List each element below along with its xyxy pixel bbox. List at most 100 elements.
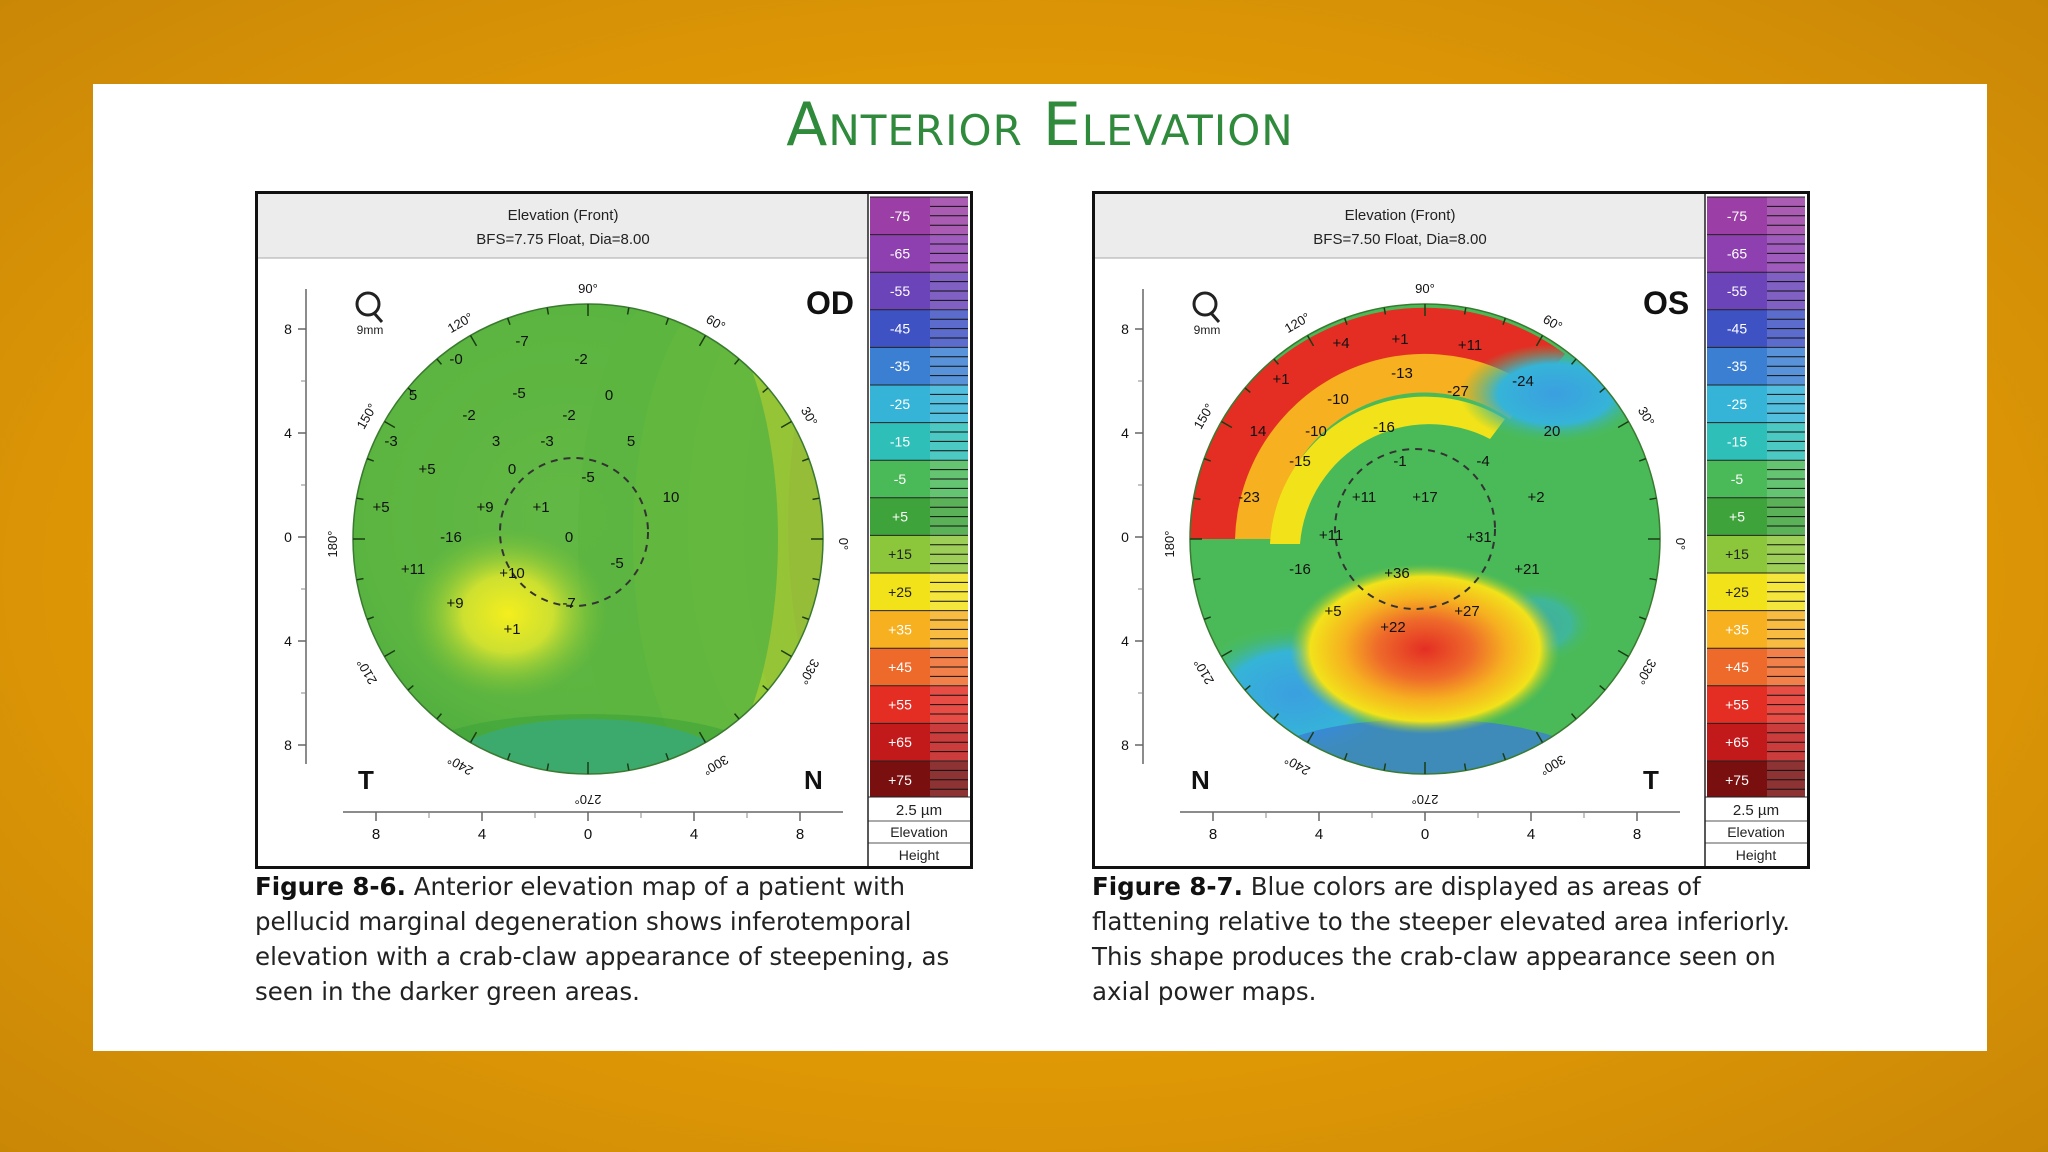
caption-text: Anterior elevation map of a patient with… <box>255 872 950 1006</box>
angle-label: 90° <box>578 281 598 296</box>
x-tick-label: 4 <box>1315 826 1323 843</box>
elevation-map-os-graphic: Elevation (Front) BFS=7.50 Float, Dia=8.… <box>1095 194 1807 866</box>
rim-tick <box>626 307 630 315</box>
scale-swatch <box>870 347 930 385</box>
scale-label: -5 <box>1731 471 1744 487</box>
value-label: -24 <box>1512 373 1534 390</box>
rim-tick <box>665 317 670 326</box>
caption-text: Blue colors are displayed as areas of fl… <box>1092 872 1790 1006</box>
scale-label: -5 <box>894 471 907 487</box>
rim-tick <box>366 457 375 462</box>
y-tick-label: 0 <box>284 529 292 545</box>
y-axis: 8 4 0 4 8 <box>284 289 307 764</box>
rim-tick <box>1463 763 1467 771</box>
rim-tick <box>469 731 478 743</box>
caption-label: Figure 8-6. <box>255 872 406 901</box>
scale-swatch <box>1707 460 1767 498</box>
scale-label: +35 <box>888 621 912 637</box>
scale-label: -65 <box>890 245 910 261</box>
value-label: -5 <box>581 469 594 486</box>
scale-label: -45 <box>890 321 910 337</box>
rim-tick <box>801 457 810 462</box>
map-header-line1: Elevation (Front) <box>1345 207 1456 224</box>
scale-label: -75 <box>890 208 910 224</box>
rim-tick <box>801 616 810 621</box>
value-label: -2 <box>462 407 475 424</box>
y-axis: 8 4 0 4 8 <box>1121 289 1144 764</box>
rim-tick <box>506 752 511 761</box>
magnifier-label: 9mm <box>357 323 384 337</box>
rim-tick <box>1638 457 1647 462</box>
value-label: +11 <box>1319 527 1343 544</box>
scale-label: +25 <box>888 584 912 600</box>
scale-footer-elevation: Elevation <box>890 824 948 840</box>
y-tick-label: 8 <box>284 737 292 753</box>
color-scale: -75 -65 -55 -45 -35 -25 -15 -5 +5 +15 +25 +35 +45 +55… <box>1707 196 1805 799</box>
scale-label: +75 <box>1725 772 1749 788</box>
value-label: -13 <box>1391 365 1413 382</box>
value-label: 5 <box>409 387 417 404</box>
value-label: +1 <box>1391 331 1408 348</box>
scale-label: -35 <box>1727 358 1747 374</box>
rim-tick <box>1306 731 1315 743</box>
rim-tick <box>1343 752 1348 761</box>
value-label: +11 <box>401 561 425 578</box>
scale-label: +5 <box>1729 509 1745 525</box>
rim-tick <box>1570 713 1577 720</box>
scale-swatch <box>870 723 930 761</box>
angle-label: 270° <box>1412 792 1439 807</box>
y-tick-label: 4 <box>284 633 292 649</box>
rim-tick <box>1193 577 1201 581</box>
rim-tick <box>1617 649 1629 658</box>
scale-label: -15 <box>890 433 910 449</box>
value-label: 0 <box>605 387 613 404</box>
x-tick-label: 8 <box>796 826 804 843</box>
scale-swatch <box>870 272 930 310</box>
x-tick-label: 4 <box>1527 826 1535 843</box>
map-rim-ticks <box>353 304 823 774</box>
magnifier-icon[interactable] <box>355 291 384 323</box>
rim-tick <box>1617 420 1629 429</box>
rim-tick <box>1599 387 1606 394</box>
scale-label: -35 <box>890 358 910 374</box>
angle-label: 180° <box>1162 531 1177 558</box>
rim-tick <box>1463 307 1467 315</box>
value-label: +36 <box>1384 565 1409 582</box>
rim-tick <box>733 358 740 365</box>
rim-tick <box>1244 387 1251 394</box>
scale-label: -55 <box>890 283 910 299</box>
eye-label-os: OS <box>1643 285 1689 321</box>
scale-swatch <box>870 761 930 799</box>
scale-label: +5 <box>892 509 908 525</box>
scale-label: -75 <box>1727 208 1747 224</box>
rim-tick <box>356 497 364 501</box>
scale-swatch <box>1707 761 1767 799</box>
scale-label: +25 <box>1725 584 1749 600</box>
rim-tick <box>762 684 769 691</box>
rim-tick <box>1535 335 1544 347</box>
value-label: 20 <box>1544 423 1561 440</box>
value-label: -1 <box>1393 453 1406 470</box>
value-label: +27 <box>1454 603 1479 620</box>
rim-tick <box>546 763 550 771</box>
scale-label: -55 <box>1727 283 1747 299</box>
scale-swatch <box>870 460 930 498</box>
value-label: -4 <box>1476 453 1489 470</box>
rim-tick <box>665 752 670 761</box>
x-tick-label: 0 <box>1421 826 1429 843</box>
rim-tick <box>1535 731 1544 743</box>
scale-swatch <box>870 610 930 649</box>
magnifier-icon[interactable] <box>1192 291 1221 323</box>
value-label: +5 <box>418 461 435 478</box>
rim-tick <box>733 713 740 720</box>
scale-label: +75 <box>888 772 912 788</box>
scale-label: +45 <box>888 659 912 675</box>
value-label: -7 <box>515 333 528 350</box>
scale-swatch <box>1707 610 1767 649</box>
scale-label: +35 <box>1725 621 1749 637</box>
rim-tick <box>1383 763 1387 771</box>
scale-swatch <box>1707 385 1767 423</box>
scale-label: -25 <box>890 396 910 412</box>
angle-label: 0° <box>1673 538 1688 550</box>
scale-swatch <box>870 685 930 724</box>
